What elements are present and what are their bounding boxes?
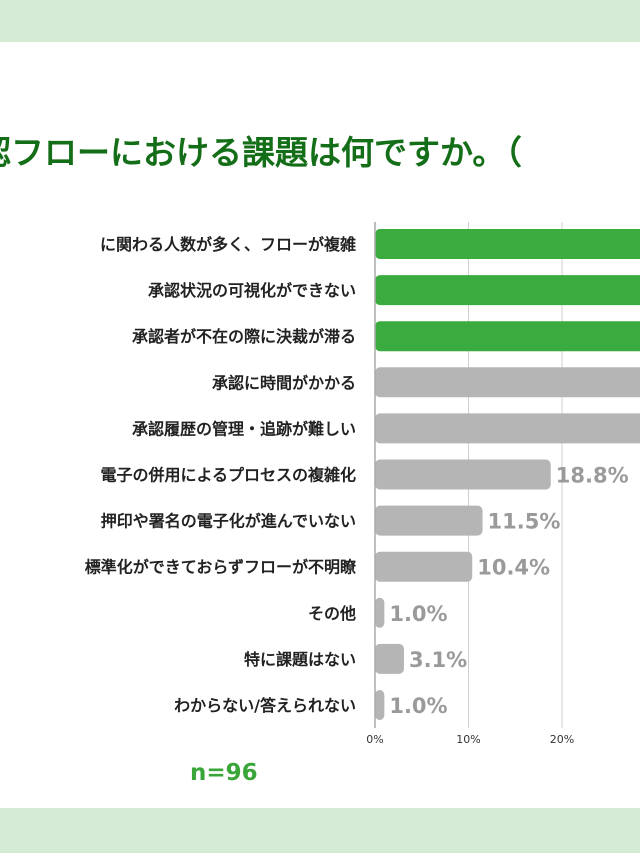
bar (375, 229, 640, 259)
top-band (0, 0, 640, 42)
data-label: 3.1% (409, 648, 467, 672)
x-tick-label: 20% (550, 733, 574, 746)
category-label: その他 (308, 604, 356, 623)
bar (375, 551, 473, 582)
bar (375, 643, 404, 674)
bar (375, 690, 385, 720)
category-label: 承認状況の可視化ができない (148, 281, 356, 300)
data-label: 11.5% (488, 510, 561, 534)
category-label: わからない/答えられない (174, 696, 356, 715)
bar (375, 275, 640, 306)
category-label: に関わる人数が多く、フローが複雑 (100, 235, 356, 254)
sample-size: n=96 (190, 760, 258, 786)
data-label: 1.0% (389, 602, 447, 626)
chart-title: 認フローにおける課題は何ですか。（ (0, 133, 522, 172)
category-label: 承認に時間がかかる (212, 373, 356, 392)
bar (375, 459, 551, 490)
data-label: 1.0% (389, 694, 447, 718)
bar (375, 321, 640, 352)
category-label: 標準化ができておらずフローが不明瞭 (85, 558, 357, 577)
bottom-band (0, 808, 640, 853)
category-label: 特に課題はない (244, 650, 356, 669)
category-label: 電子の併用によるプロセスの複雑化 (100, 466, 356, 485)
category-label: 承認履歴の管理・追跡が難しい (132, 419, 356, 438)
category-label: 押印や署名の電子化が進んでいない (101, 512, 356, 531)
category-label: 承認者が不在の際に決裁が滞る (132, 327, 356, 346)
bar (375, 597, 385, 628)
data-label: 10.4% (477, 556, 550, 580)
bar (375, 367, 640, 398)
data-label: 18.8% (556, 464, 629, 488)
x-tick-label: 10% (456, 733, 480, 746)
bar (375, 505, 483, 536)
bar (375, 413, 640, 444)
x-tick-label: 0% (366, 733, 383, 746)
